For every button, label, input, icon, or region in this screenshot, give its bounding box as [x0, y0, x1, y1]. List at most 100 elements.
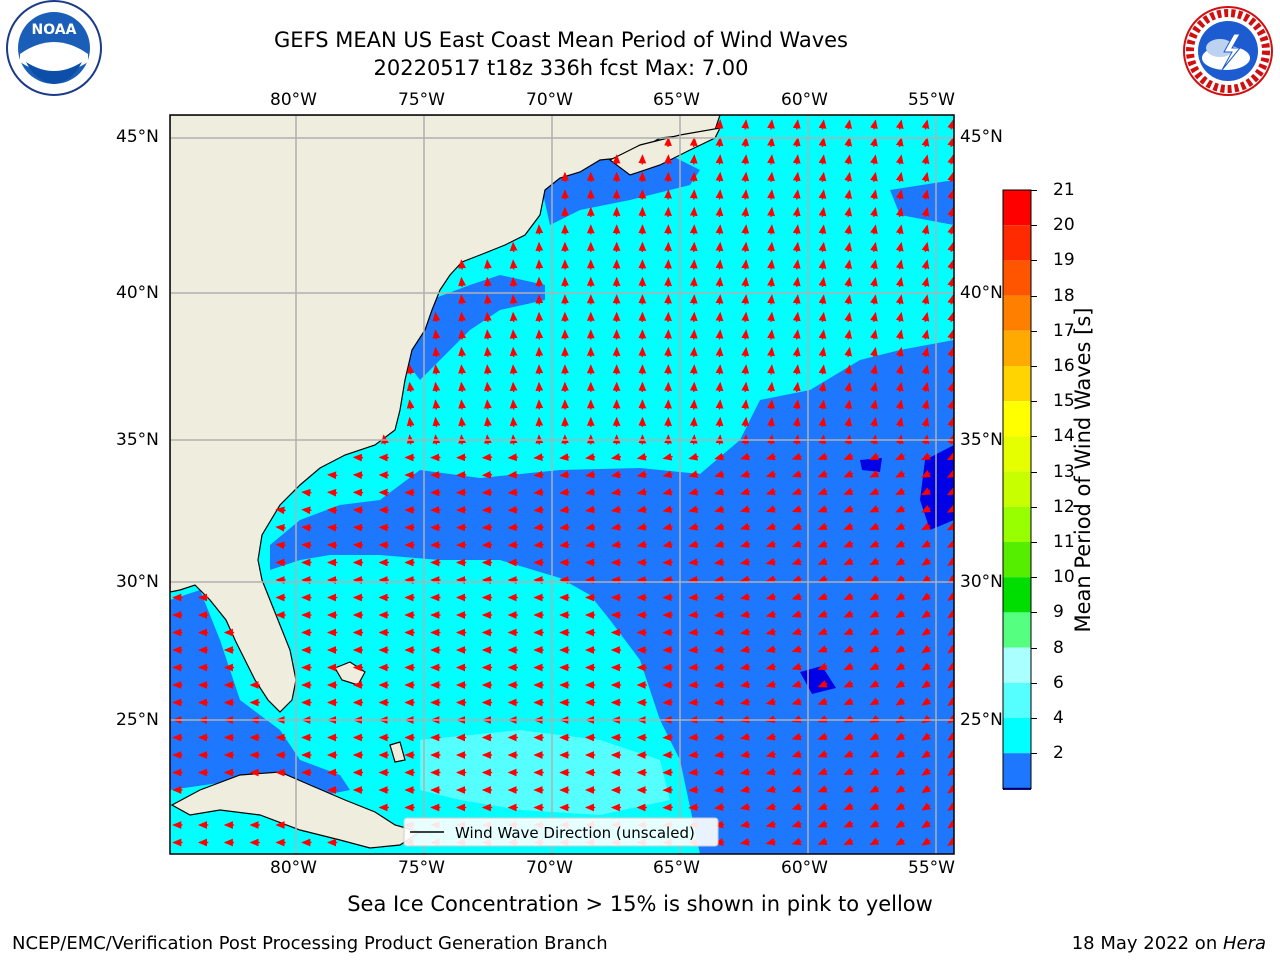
wave-direction-arrow [870, 154, 878, 165]
wave-direction-arrow [688, 610, 699, 619]
wave-direction-arrow [406, 364, 415, 375]
wave-direction-arrow [818, 189, 827, 200]
wave-direction-arrow [869, 820, 880, 828]
colorbar-cell [1003, 401, 1031, 437]
wave-direction-arrow [791, 837, 802, 846]
wave-direction-arrow [714, 575, 725, 584]
wave-direction-arrow [767, 399, 775, 410]
wave-direction-arrow [765, 732, 776, 741]
wave-direction-arrow [817, 645, 828, 653]
lat-label-left-35n: 35°N [116, 430, 159, 450]
wave-direction-arrow [765, 575, 776, 583]
wave-direction-arrow [509, 381, 518, 393]
wave-direction-arrow [895, 767, 906, 776]
colorbar [1002, 189, 1032, 790]
wave-direction-arrow [843, 627, 854, 635]
wave-direction-arrow [792, 171, 801, 183]
wave-direction-arrow [921, 452, 931, 461]
colorbar-cell [1003, 295, 1031, 331]
colorbar-cell [1003, 612, 1031, 648]
wave-direction-arrow [636, 523, 647, 531]
lon-label-bottom-75w: 75°W [398, 858, 445, 878]
wave-direction-arrow [921, 241, 930, 253]
wave-direction-arrow [895, 837, 906, 846]
wave-direction-arrow [765, 802, 776, 811]
wave-direction-arrow [947, 119, 954, 130]
wave-direction-arrow [662, 522, 673, 531]
wave-direction-arrow [714, 628, 725, 636]
wave-direction-arrow [458, 381, 466, 393]
wave-direction-arrow [895, 522, 906, 530]
wave-direction-arrow [509, 329, 518, 340]
wave-direction-arrow [767, 259, 775, 270]
wave-direction-arrow [791, 767, 802, 776]
wave-direction-arrow [895, 119, 904, 130]
lat-label-right-40n: 40°N [960, 283, 1003, 303]
wave-direction-arrow [870, 276, 878, 288]
wave-direction-arrow [715, 399, 724, 410]
wave-direction-arrow [533, 540, 544, 549]
wave-direction-arrow [481, 453, 493, 462]
colorbar-cell [1003, 647, 1031, 683]
wave-direction-arrow [870, 311, 878, 323]
wave-direction-arrow [739, 610, 751, 619]
wave-direction-arrow [895, 627, 906, 636]
wave-direction-arrow [921, 522, 931, 531]
wave-direction-arrow [921, 311, 930, 323]
wave-direction-arrow [714, 505, 725, 513]
wave-direction-arrow [921, 837, 932, 846]
wave-direction-arrow [458, 311, 466, 323]
wave-direction-arrow [688, 558, 699, 567]
wave-direction-arrow [921, 609, 932, 619]
colorbar-tick [1031, 612, 1037, 614]
wave-direction-arrow [458, 399, 466, 410]
wave-direction-arrow [947, 697, 954, 706]
wave-direction-arrow [869, 767, 880, 776]
wave-direction-arrow [585, 488, 596, 496]
colorbar-tick [1031, 295, 1037, 297]
wave-direction-arrow [739, 733, 751, 741]
wave-direction-arrow [484, 276, 492, 288]
wave-direction-arrow [895, 802, 906, 811]
wave-direction-arrow [895, 505, 906, 513]
wave-direction-arrow [791, 522, 802, 531]
wave-direction-arrow [843, 785, 854, 793]
wave-direction-arrow [636, 505, 647, 514]
wave-direction-arrow [843, 575, 854, 583]
wave-direction-arrow [275, 523, 286, 532]
wave-direction-arrow [484, 399, 492, 410]
lon-label-top-70w: 70°W [526, 90, 573, 110]
wave-direction-arrow [817, 802, 828, 810]
wave-direction-arrow [739, 628, 751, 636]
colorbar-tick-label: 11 [1053, 532, 1075, 552]
wave-direction-arrow [765, 470, 776, 478]
wave-direction-arrow [869, 785, 880, 793]
wave-direction-arrow [895, 276, 904, 288]
wave-direction-arrow [947, 837, 954, 846]
wave-direction-arrow [817, 470, 828, 478]
wave-direction-arrow [791, 470, 802, 478]
colorbar-tick-label: 10 [1053, 567, 1075, 588]
wave-direction-arrow [817, 557, 828, 565]
wave-direction-arrow [818, 416, 827, 428]
wave-direction-arrow [765, 750, 776, 758]
wave-direction-arrow [484, 329, 492, 340]
wave-direction-arrow [688, 750, 699, 759]
wave-direction-arrow [895, 171, 904, 183]
wave-direction-arrow [818, 381, 827, 393]
wave-direction-arrow [688, 698, 699, 707]
wave-direction-arrow [662, 470, 673, 479]
wave-direction-arrow [559, 470, 570, 479]
wave-direction-arrow [765, 522, 776, 531]
wave-direction-arrow [792, 206, 801, 218]
wave-direction-arrow [791, 592, 802, 601]
colorbar-tick-label: 16 [1053, 356, 1075, 376]
wave-direction-arrow [921, 802, 932, 811]
wave-direction-arrow [843, 487, 854, 495]
wave-direction-arrow [817, 732, 828, 740]
wave-direction-arrow [921, 399, 930, 410]
wave-direction-arrow [739, 803, 751, 811]
lon-label-top-80w: 80°W [270, 90, 317, 110]
wave-direction-arrow [818, 206, 827, 218]
wave-direction-arrow [765, 487, 776, 496]
